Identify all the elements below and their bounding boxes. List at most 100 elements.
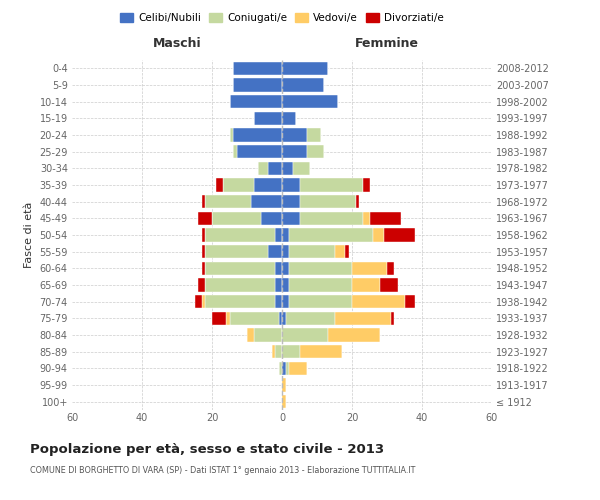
Bar [229,95,282,108]
Bar [282,278,289,291]
Bar [282,312,286,325]
Bar [282,128,307,141]
Bar [212,312,226,325]
Bar [205,295,275,308]
Bar [233,78,282,92]
Bar [275,228,282,241]
Bar [194,295,202,308]
Bar [299,178,362,192]
Bar [289,362,307,375]
Bar [282,295,289,308]
Bar [282,95,338,108]
Y-axis label: Fasce di età: Fasce di età [24,202,34,268]
Bar [404,295,415,308]
Bar [282,228,289,241]
Bar [223,178,254,192]
Bar [352,262,387,275]
Bar [289,245,335,258]
Bar [278,312,282,325]
Bar [205,245,268,258]
Bar [229,128,233,141]
Bar [198,278,205,291]
Bar [282,378,286,392]
Bar [286,312,335,325]
Bar [282,62,328,75]
Bar [335,245,345,258]
Bar [282,245,289,258]
Bar [205,262,275,275]
Bar [289,228,373,241]
Text: Popolazione per età, sesso e stato civile - 2013: Popolazione per età, sesso e stato civil… [30,442,384,456]
Bar [299,345,341,358]
Bar [247,328,254,342]
Bar [202,245,205,258]
Bar [282,145,307,158]
Bar [299,212,362,225]
Bar [373,228,383,241]
Bar [275,295,282,308]
Bar [229,312,278,325]
Bar [202,262,205,275]
Bar [275,262,282,275]
Bar [275,278,282,291]
Bar [282,362,286,375]
Bar [387,262,394,275]
Bar [198,212,212,225]
Bar [307,128,320,141]
Bar [254,112,282,125]
Bar [282,395,286,408]
Bar [335,312,391,325]
Text: Maschi: Maschi [152,36,202,50]
Bar [233,128,282,141]
Bar [328,328,380,342]
Bar [257,162,268,175]
Bar [282,195,299,208]
Bar [251,195,282,208]
Bar [289,262,352,275]
Bar [355,195,359,208]
Bar [233,145,236,158]
Bar [202,295,205,308]
Bar [380,278,398,291]
Bar [254,178,282,192]
Bar [215,178,223,192]
Bar [362,212,370,225]
Bar [275,345,282,358]
Bar [383,228,415,241]
Bar [289,295,352,308]
Bar [282,78,324,92]
Bar [236,145,282,158]
Bar [370,212,401,225]
Bar [202,195,205,208]
Bar [205,278,275,291]
Bar [278,362,282,375]
Bar [391,312,394,325]
Bar [233,62,282,75]
Bar [271,345,275,358]
Bar [205,228,275,241]
Bar [261,212,282,225]
Legend: Celibi/Nubili, Coniugati/e, Vedovi/e, Divorziati/e: Celibi/Nubili, Coniugati/e, Vedovi/e, Di… [116,9,448,28]
Bar [282,178,299,192]
Bar [352,295,404,308]
Bar [293,162,310,175]
Bar [282,262,289,275]
Bar [212,212,261,225]
Bar [307,145,324,158]
Bar [282,345,299,358]
Bar [352,278,380,291]
Bar [282,212,299,225]
Bar [205,195,251,208]
Bar [299,195,355,208]
Bar [268,162,282,175]
Bar [254,328,282,342]
Bar [282,328,328,342]
Bar [289,278,352,291]
Text: COMUNE DI BORGHETTO DI VARA (SP) - Dati ISTAT 1° gennaio 2013 - Elaborazione TUT: COMUNE DI BORGHETTO DI VARA (SP) - Dati … [30,466,415,475]
Bar [226,312,229,325]
Bar [202,228,205,241]
Bar [268,245,282,258]
Bar [362,178,370,192]
Bar [345,245,349,258]
Bar [282,112,296,125]
